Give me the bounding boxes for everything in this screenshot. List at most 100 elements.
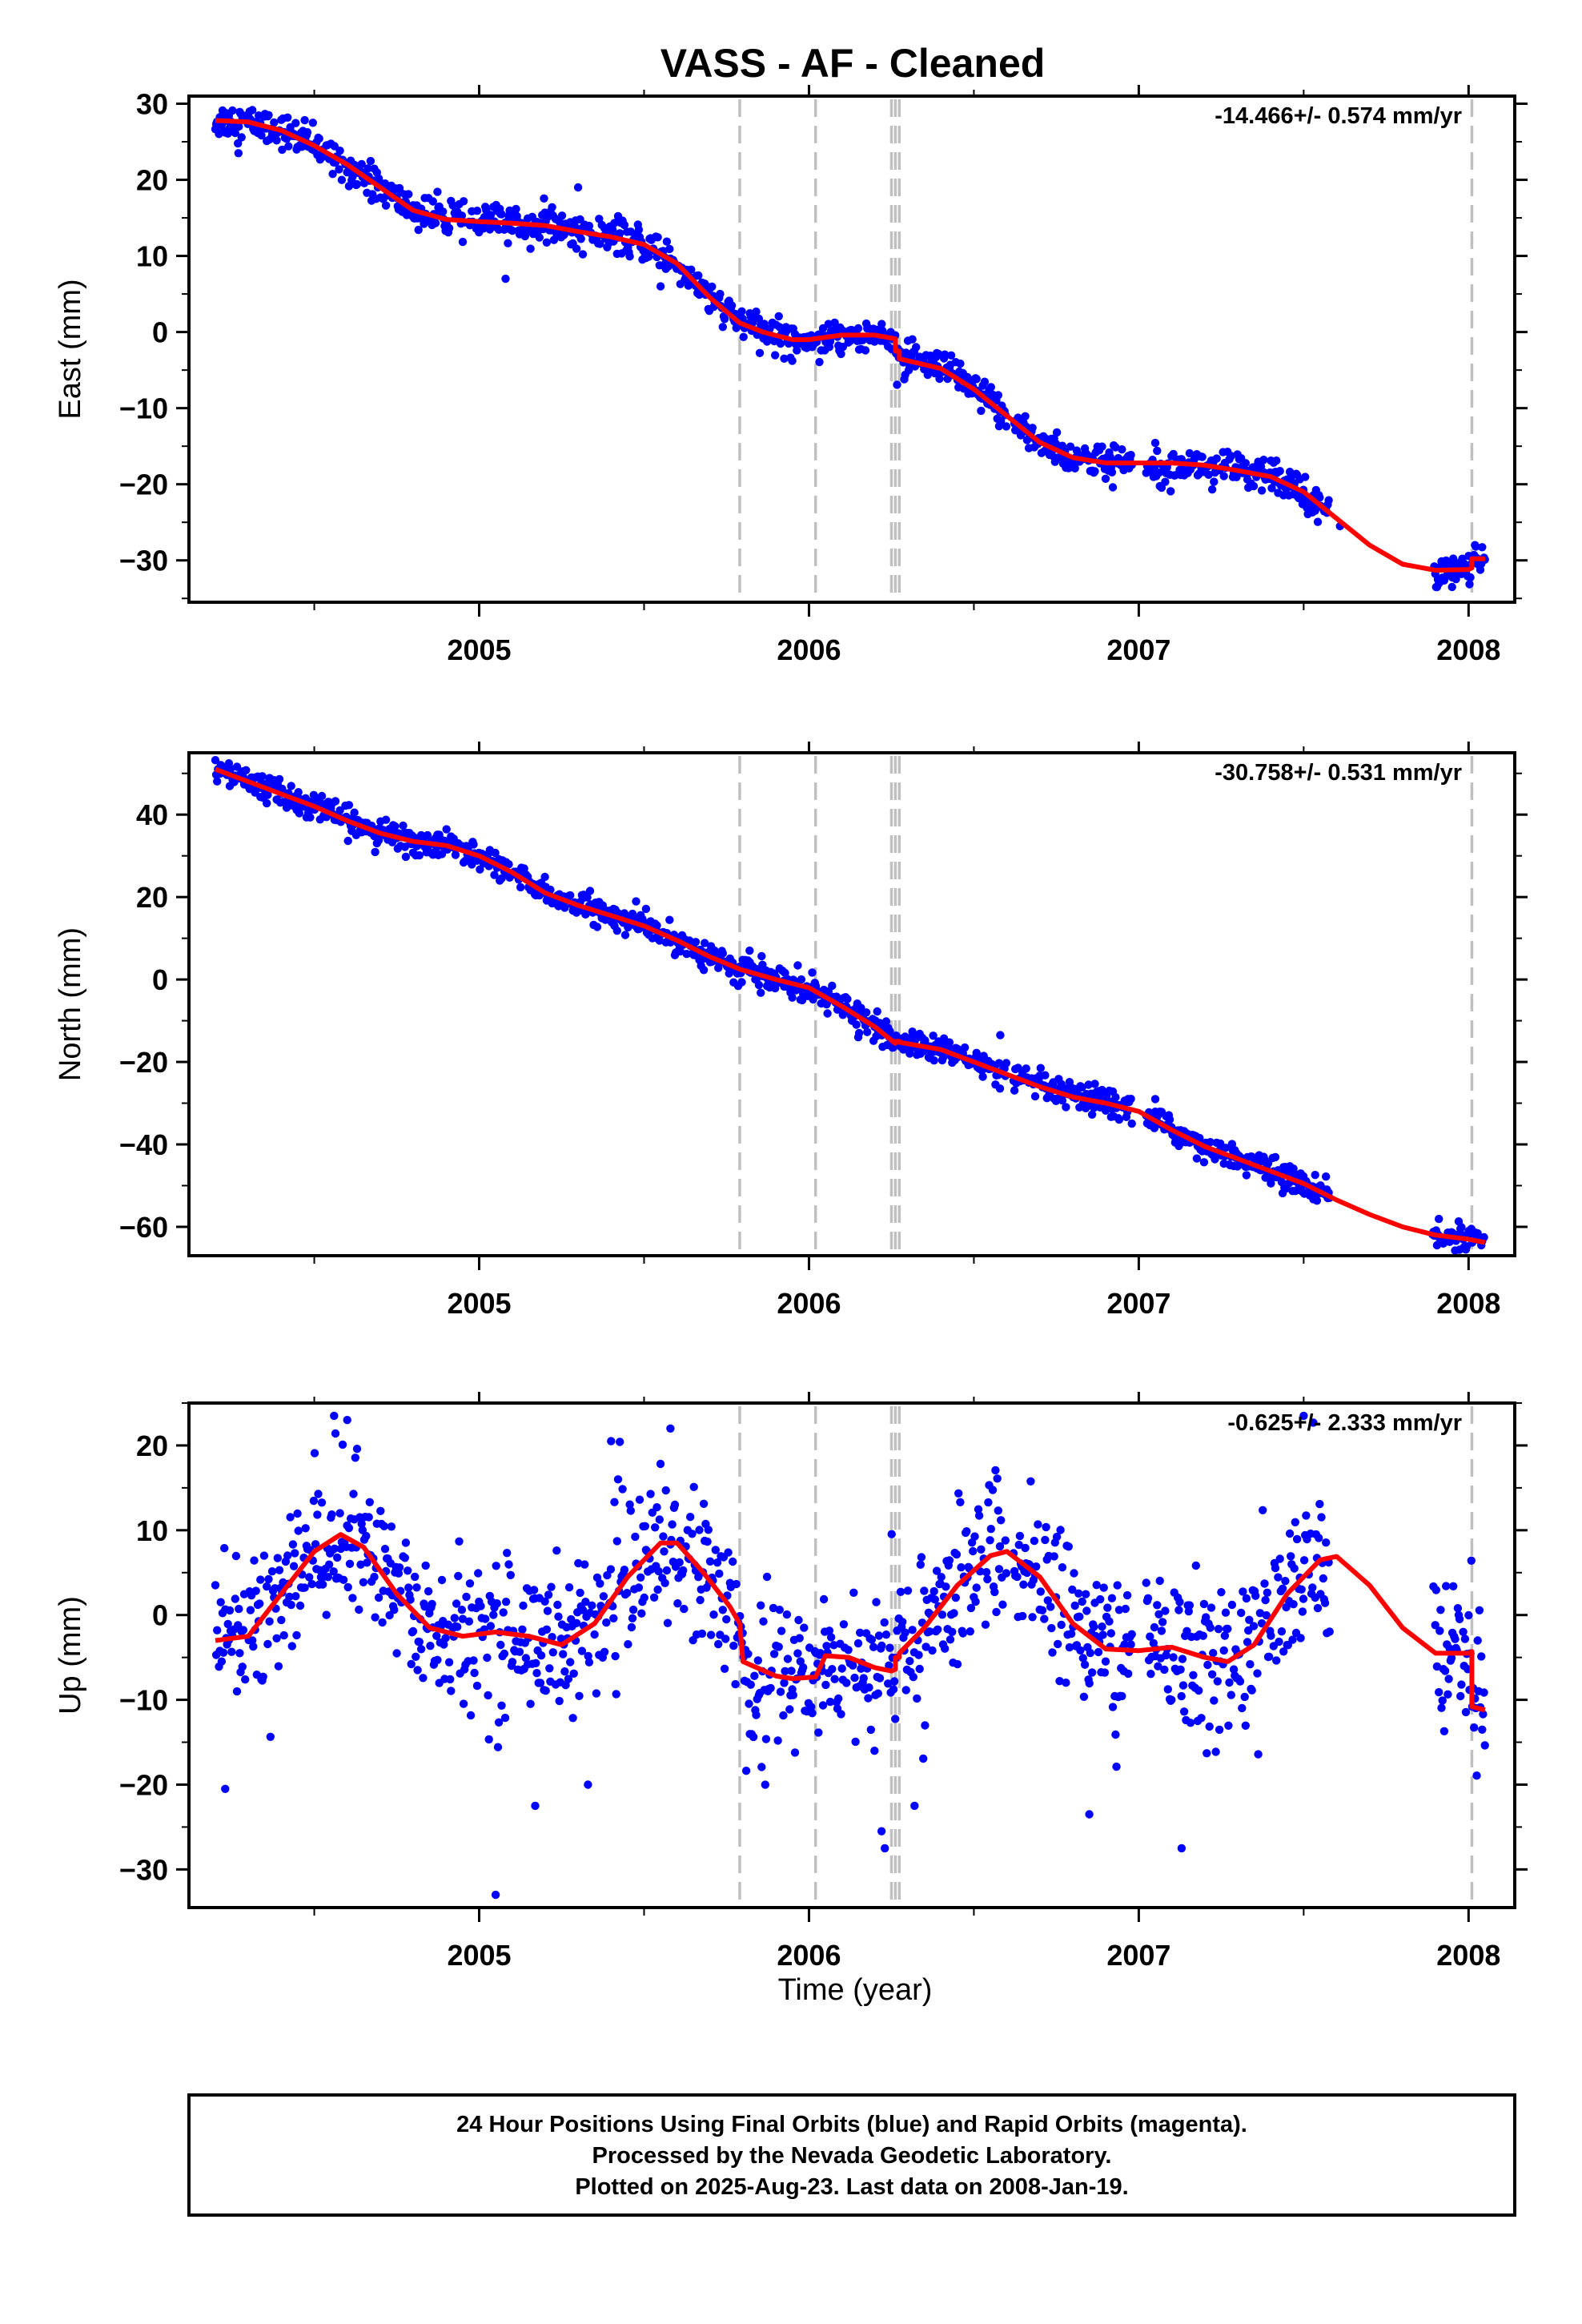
data-point xyxy=(867,1635,877,1644)
data-point xyxy=(428,197,437,206)
outlier-point xyxy=(531,1801,540,1811)
data-point xyxy=(516,883,525,892)
data-point xyxy=(1038,1606,1047,1615)
data-point xyxy=(272,136,281,145)
data-point xyxy=(553,1600,562,1610)
data-point xyxy=(1002,1569,1011,1578)
data-point xyxy=(1047,1623,1056,1633)
data-point xyxy=(310,1449,319,1458)
data-point xyxy=(259,1551,269,1560)
data-point xyxy=(1157,1626,1166,1635)
data-point xyxy=(1086,1648,1095,1658)
outlier-point xyxy=(656,282,665,291)
data-point xyxy=(701,939,709,947)
data-point xyxy=(1457,1223,1466,1232)
data-point xyxy=(231,1551,241,1561)
data-point xyxy=(255,1599,264,1608)
data-point xyxy=(407,1659,416,1669)
data-point xyxy=(1098,1630,1107,1639)
data-point xyxy=(1277,1627,1287,1636)
data-point xyxy=(283,1551,292,1560)
data-point xyxy=(457,211,467,220)
data-point xyxy=(853,324,863,333)
data-point xyxy=(1199,1631,1208,1640)
data-point xyxy=(439,207,448,216)
data-point xyxy=(366,156,375,166)
data-point xyxy=(413,1666,422,1675)
data-point xyxy=(1182,1626,1191,1636)
data-point xyxy=(793,1649,802,1658)
data-point xyxy=(248,1636,257,1645)
data-point xyxy=(946,1635,955,1644)
data-point xyxy=(729,1557,737,1566)
data-point xyxy=(960,1043,970,1052)
data-point xyxy=(1111,443,1120,452)
data-point xyxy=(444,1658,454,1667)
data-point xyxy=(780,354,789,363)
data-point xyxy=(1292,1534,1302,1544)
data-point xyxy=(1146,1670,1155,1679)
data-point xyxy=(1308,1583,1317,1592)
data-point xyxy=(1239,1587,1247,1596)
data-point xyxy=(1120,1640,1129,1649)
data-point xyxy=(273,1554,282,1562)
data-point xyxy=(287,1600,295,1610)
data-point xyxy=(1207,1603,1216,1612)
data-point xyxy=(864,1694,873,1703)
outlier-point xyxy=(1177,1844,1186,1853)
data-point xyxy=(850,1673,859,1683)
data-point xyxy=(1070,1569,1078,1578)
data-point xyxy=(635,1495,644,1504)
data-point xyxy=(632,897,640,906)
data-point xyxy=(472,1681,482,1691)
y-axis-label: Up (mm) xyxy=(54,1596,87,1715)
data-point xyxy=(1264,1652,1274,1661)
data-point xyxy=(1299,1556,1309,1565)
data-point xyxy=(238,1663,247,1671)
y-axis-label: East (mm) xyxy=(54,279,87,419)
data-point xyxy=(1174,1606,1183,1614)
data-point xyxy=(1118,445,1126,454)
data-point xyxy=(1296,1634,1305,1642)
data-point xyxy=(935,374,944,384)
data-point xyxy=(564,1675,573,1683)
data-point xyxy=(930,1586,938,1596)
data-point xyxy=(1178,1681,1188,1690)
x-tick-label: 2008 xyxy=(1436,1939,1500,1972)
data-point xyxy=(277,1615,286,1625)
data-point xyxy=(746,1680,755,1689)
y-tick-label: −20 xyxy=(119,468,168,501)
data-point xyxy=(411,1572,420,1582)
data-point xyxy=(815,357,824,367)
data-point xyxy=(557,211,567,220)
data-point xyxy=(991,1466,1000,1475)
up-panel: 20 10 0 −10 −20 −30 2005 2006 2007 2008 Up (mm) -0.… xyxy=(54,1392,1528,1972)
y-tick-label: 0 xyxy=(152,316,168,349)
data-point xyxy=(659,1532,668,1541)
data-point xyxy=(416,1645,426,1654)
data-point xyxy=(1032,1562,1041,1571)
data-point xyxy=(564,1583,574,1592)
data-point xyxy=(317,791,327,801)
data-point xyxy=(1192,1154,1202,1163)
data-point xyxy=(974,1505,983,1514)
data-point xyxy=(1437,1703,1446,1712)
data-point xyxy=(697,1629,707,1638)
data-point xyxy=(1046,1602,1055,1611)
data-point xyxy=(1042,1522,1050,1532)
data-point xyxy=(486,211,496,219)
data-point xyxy=(1072,446,1082,455)
data-point xyxy=(313,1510,322,1519)
data-point xyxy=(1022,1064,1030,1073)
data-point xyxy=(1214,1625,1223,1634)
data-point xyxy=(1080,1660,1090,1669)
data-point xyxy=(877,1641,886,1651)
data-point xyxy=(303,128,312,137)
data-point xyxy=(915,1664,924,1674)
data-point xyxy=(938,1610,947,1619)
data-point xyxy=(834,1694,843,1703)
data-point xyxy=(823,1009,832,1018)
data-point xyxy=(610,1498,619,1506)
data-point xyxy=(349,1490,358,1498)
data-point xyxy=(575,1691,584,1700)
